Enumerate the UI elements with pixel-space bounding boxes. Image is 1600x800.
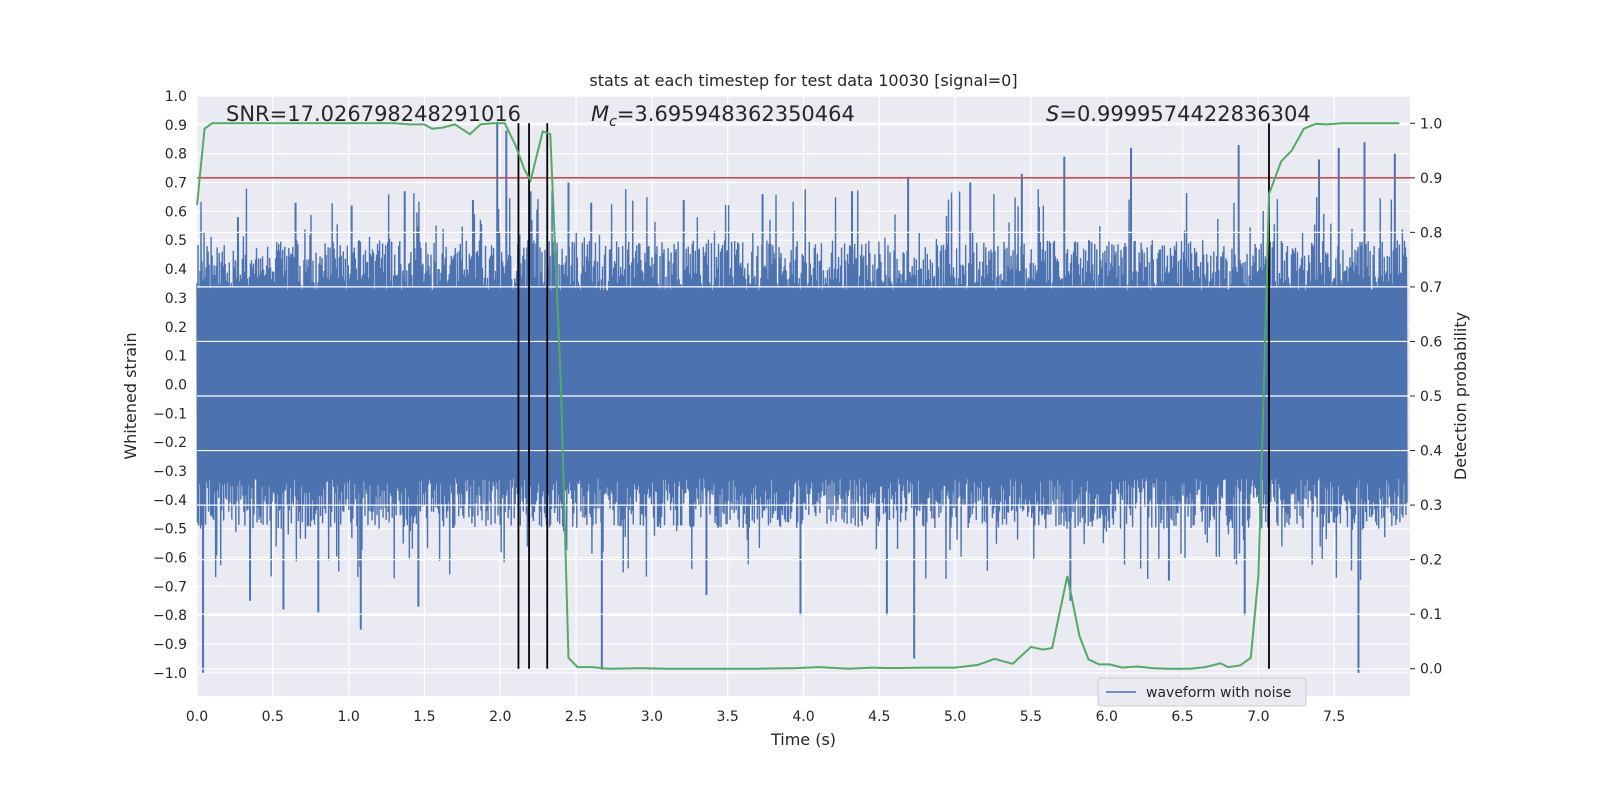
y-tick-label: −0.7: [153, 579, 187, 595]
y-tick-label: −0.3: [153, 464, 187, 480]
y-tick-label: 0.9: [165, 118, 187, 134]
mc-annotation: Mc=3.695948362350464: [591, 102, 855, 130]
x-tick-label: 0.5: [262, 709, 284, 725]
mc-symbol: M: [591, 102, 609, 126]
y-tick-label: 0.3: [165, 291, 187, 307]
y-tick-label: −0.5: [153, 522, 187, 538]
y-tick-label: 0.4: [165, 262, 187, 278]
x-tick-label: 0.0: [186, 709, 208, 725]
legend-box: [1097, 677, 1307, 707]
y2-tick-label: 0.2: [1420, 553, 1442, 569]
x-tick-label: 1.0: [337, 709, 359, 725]
snr-annotation: SNR=17.026798248291016: [226, 102, 521, 126]
y2-tick-label: 0.1: [1420, 607, 1442, 623]
y-tick-label: −0.2: [153, 435, 187, 451]
y-tick-label: −0.8: [153, 608, 187, 624]
x-tick-label: 5.0: [944, 709, 966, 725]
probability-series: [196, 122, 1410, 670]
waveform-series: [196, 121, 1408, 673]
x-tick-label: 2.5: [565, 709, 587, 725]
y-tick-label: −0.9: [153, 637, 187, 653]
x-tick-label: 2.0: [489, 709, 511, 725]
legend-entry-waveform: waveform with noise: [1146, 685, 1291, 701]
y2-tick-label: 0.3: [1420, 498, 1442, 514]
x-tick-label: 5.5: [1020, 709, 1042, 725]
y2-tick-label: 0.9: [1420, 171, 1442, 187]
y-tick-label: 0.0: [165, 377, 187, 393]
y2-tick-label: 0.5: [1420, 389, 1442, 405]
y-tick-label: −1.0: [153, 666, 187, 682]
x-tick-label: 3.5: [717, 709, 739, 725]
y-tick-label: −0.4: [153, 493, 187, 509]
y-tick-label: 0.2: [165, 320, 187, 336]
x-tick-label: 1.5: [413, 709, 435, 725]
y-axis-label: Whitened strain: [121, 332, 140, 459]
y-tick-label: 1.0: [165, 89, 187, 105]
x-tick-label: 4.5: [868, 709, 890, 725]
x-tick-label: 4.0: [792, 709, 814, 725]
mc-subscript: c: [609, 114, 617, 130]
x-tick-label: 6.5: [1171, 709, 1193, 725]
y-tick-label: −0.1: [153, 406, 187, 422]
y2-tick-label: 0.7: [1420, 280, 1442, 296]
legend: waveform with noise: [1097, 677, 1307, 707]
y2-tick-label: 0.4: [1420, 444, 1442, 460]
s-value: =0.9999574422836304: [1059, 102, 1310, 126]
y2-axis-label: Detection probability: [1451, 312, 1470, 480]
x-tick-label: 7.5: [1323, 709, 1345, 725]
probability-line: [196, 122, 1400, 670]
s-annotation: S=0.9999574422836304: [1046, 102, 1311, 126]
chart-title: stats at each timestep for test data 100…: [589, 71, 1017, 90]
y-axis-ticks: 1.0 0.9 0.8 0.7 0.6 0.5 0.4 0.3 0.2 0.1 0.0 −0.1 −0.…: [153, 89, 187, 682]
y-tick-label: 0.5: [165, 233, 187, 249]
x-tick-label: 7.0: [1247, 709, 1269, 725]
y-tick-label: 0.1: [165, 349, 187, 365]
x-tick-label: 6.0: [1096, 709, 1118, 725]
y2-tick-label: 0.0: [1420, 662, 1442, 678]
y2-tick-label: 0.6: [1420, 334, 1442, 350]
y-tick-label: 0.6: [165, 204, 187, 220]
mc-value: =3.695948362350464: [617, 102, 855, 126]
s-symbol: S: [1046, 102, 1059, 126]
y2-axis-ticks: 1.0 0.9 0.8 0.7 0.6 0.5 0.4 0.3 0.2 0.1 0.0: [1410, 116, 1442, 678]
x-tick-label: 3.0: [641, 709, 663, 725]
y2-tick-label: 0.8: [1420, 225, 1442, 241]
x-axis-ticks: 0.0 0.5 1.0 1.5 2.0 2.5 3.0 3.5 4.0 4.5 5.0 5.5 6.0 6…: [186, 709, 1345, 725]
x-axis-label: Time (s): [770, 730, 836, 749]
y-tick-label: −0.6: [153, 551, 187, 567]
y-tick-label: 0.8: [165, 147, 187, 163]
y-tick-label: 0.7: [165, 176, 187, 192]
y2-tick-label: 1.0: [1420, 116, 1442, 132]
